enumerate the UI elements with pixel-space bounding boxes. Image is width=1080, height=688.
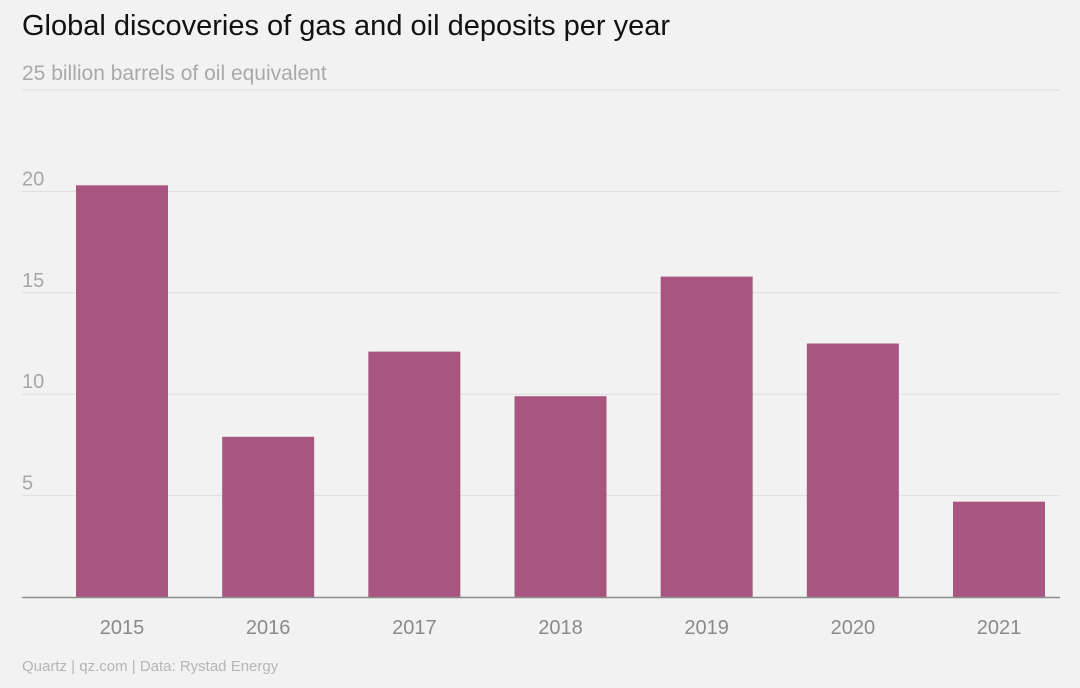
bar-2019 [660, 276, 753, 597]
bar-2018 [514, 396, 607, 597]
x-tick-label: 2018 [538, 617, 583, 639]
y-tick-label: 20 [22, 168, 44, 190]
x-tick-label: 2016 [246, 617, 291, 639]
x-tick-label: 2015 [100, 617, 145, 639]
chart-title: Global discoveries of gas and oil deposi… [22, 10, 671, 42]
x-tick-label: 2021 [977, 617, 1022, 639]
y-tick-label: 5 [22, 473, 33, 495]
bar-2016 [222, 436, 315, 597]
bar-2015 [76, 185, 168, 598]
y-tick-label: 10 [22, 371, 44, 393]
bar-2020 [806, 343, 899, 597]
y-tick-label: 15 [22, 270, 44, 292]
bar-2017 [368, 351, 461, 597]
x-tick-label: 2020 [831, 617, 876, 639]
chart-subtitle: 25 billion barrels of oil equivalent [22, 62, 327, 85]
bar-2021 [953, 501, 1045, 597]
x-tick-label: 2019 [684, 617, 729, 639]
x-tick-label: 2017 [392, 617, 437, 639]
source-credit: Quartz | qz.com | Data: Rystad Energy [22, 658, 279, 675]
